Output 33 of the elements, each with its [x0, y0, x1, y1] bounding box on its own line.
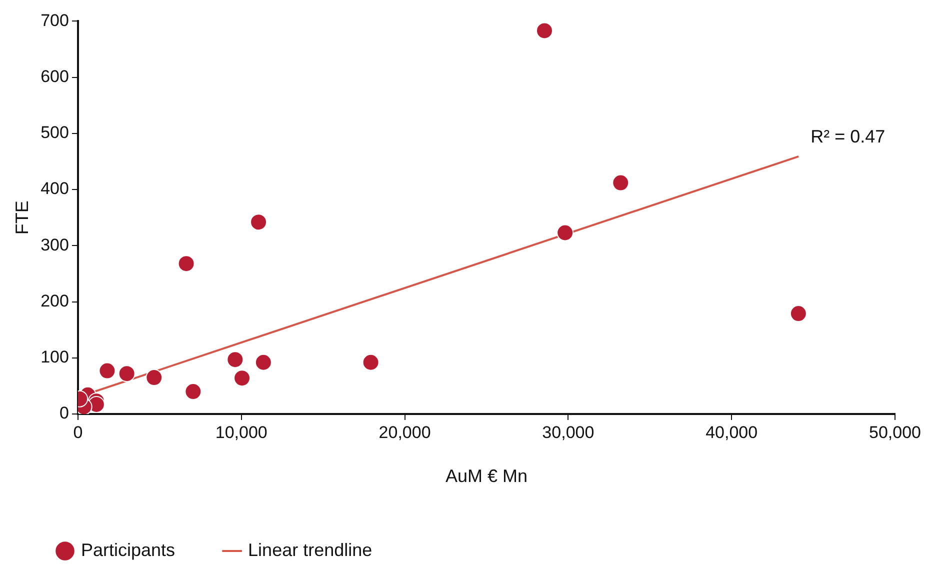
y-tick-label: 200 — [40, 291, 69, 310]
x-tick-label: 30,000 — [542, 422, 594, 442]
y-axis-title: FTE — [12, 200, 32, 235]
legend-label: Linear trendline — [248, 540, 372, 560]
y-tick-label: 500 — [40, 123, 69, 142]
point — [178, 255, 195, 272]
y-tick-label: 100 — [40, 348, 69, 367]
y-tick-label: 0 — [59, 404, 69, 423]
point — [790, 305, 807, 322]
point — [250, 214, 268, 231]
point — [556, 224, 574, 242]
point — [234, 370, 251, 387]
x-axis-title: AuM € Mn — [445, 466, 528, 486]
x-tick-label: 10,000 — [215, 422, 268, 442]
annotation: R² = 0.47 — [810, 126, 886, 146]
x-tick-label: 0 — [73, 422, 83, 442]
point — [184, 383, 202, 400]
point — [362, 354, 380, 371]
point — [98, 362, 116, 380]
x-tick-label: 20,000 — [378, 422, 431, 442]
point — [226, 351, 244, 368]
x-tick-label: 50,000 — [869, 422, 921, 442]
point — [536, 22, 553, 40]
y-tick-label: 700 — [40, 10, 69, 30]
point — [254, 354, 272, 371]
point — [146, 369, 163, 386]
y-tick-label: 300 — [40, 235, 69, 254]
point — [118, 365, 136, 382]
y-tick-label: 400 — [40, 179, 69, 198]
legend-label: Participants — [81, 540, 176, 560]
point — [612, 174, 630, 192]
x-tick-label: 40,000 — [706, 422, 758, 442]
y-tick-label: 600 — [40, 67, 69, 86]
